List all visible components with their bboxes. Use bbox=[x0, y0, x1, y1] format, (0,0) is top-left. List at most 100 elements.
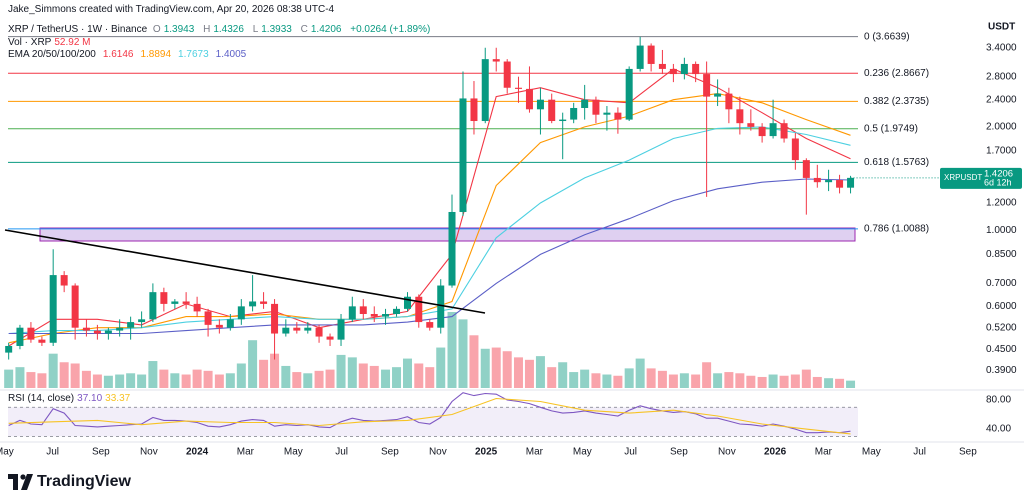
ohlc: L 1.3933 bbox=[253, 24, 295, 35]
volume-bar bbox=[126, 373, 136, 388]
candle-body bbox=[249, 301, 257, 307]
volume-bar bbox=[303, 373, 313, 388]
volume-bar bbox=[835, 378, 845, 388]
volume-bar bbox=[81, 370, 91, 388]
volume-bar bbox=[668, 374, 678, 388]
volume-bar bbox=[702, 362, 712, 388]
y-tick-label: 0.4500 bbox=[986, 344, 1017, 355]
fib-label: 0.236 (2.8667) bbox=[864, 68, 929, 79]
candle-body bbox=[293, 327, 301, 331]
volume-bar bbox=[779, 375, 789, 388]
candle-body bbox=[182, 301, 190, 304]
volume-bar bbox=[425, 367, 435, 388]
volume-bar bbox=[358, 363, 368, 388]
volume-bar bbox=[225, 373, 235, 388]
volume-bar bbox=[248, 340, 258, 388]
candle-body bbox=[614, 112, 622, 120]
volume-bar bbox=[724, 372, 734, 388]
candle-body bbox=[271, 303, 279, 334]
credit: Jake_Simmons created with TradingView.co… bbox=[8, 4, 337, 15]
back-layer bbox=[4, 36, 858, 437]
volume-bar bbox=[613, 375, 623, 388]
volume-bar bbox=[602, 374, 612, 388]
candle-body bbox=[215, 324, 223, 328]
x-tick-label: May bbox=[284, 447, 303, 458]
ohlc-value: 1.3933 bbox=[261, 24, 292, 35]
candle-body bbox=[226, 319, 234, 328]
candle-body bbox=[93, 330, 101, 334]
price-tag-ticker: XRPUSDT bbox=[944, 173, 982, 182]
x-tick-label: 2025 bbox=[475, 447, 498, 458]
y-tick-label: 3.4000 bbox=[986, 42, 1017, 53]
volume-bar bbox=[447, 312, 457, 388]
x-tick-label: May bbox=[0, 447, 14, 458]
volume-bar bbox=[369, 365, 379, 388]
volume-bar bbox=[513, 357, 523, 388]
y-tick-label: 40.00 bbox=[986, 424, 1011, 435]
volume-bar bbox=[491, 347, 501, 388]
volume-bar bbox=[325, 369, 335, 388]
price-tag-value: 1.4206 bbox=[984, 168, 1013, 179]
x-tick-label: Sep bbox=[381, 447, 399, 458]
volume-bar bbox=[414, 363, 424, 388]
volume-bar bbox=[159, 369, 169, 388]
price-tag bbox=[940, 167, 1022, 189]
x-tick-label: Sep bbox=[959, 447, 977, 458]
y-tick-label: 0.8500 bbox=[986, 249, 1017, 260]
volume-bar bbox=[547, 367, 557, 388]
ohlc-value: 1.4206 bbox=[310, 24, 342, 35]
volume-bar bbox=[624, 368, 634, 388]
candle-body bbox=[625, 68, 633, 120]
candle-body bbox=[260, 301, 268, 304]
volume-bar bbox=[259, 359, 269, 388]
x-tick-label: Jul bbox=[335, 447, 348, 458]
volume-bar bbox=[436, 347, 446, 388]
volume-bar bbox=[735, 373, 745, 388]
candle-body bbox=[703, 74, 711, 97]
volume-bar bbox=[657, 370, 667, 388]
y-tick-label: 0.7000 bbox=[986, 278, 1017, 289]
candle-body bbox=[459, 98, 467, 212]
candle-body bbox=[492, 59, 500, 62]
indicator-line bbox=[8, 126, 851, 335]
candle-body bbox=[725, 93, 733, 110]
candle-body bbox=[370, 314, 378, 317]
candle-body bbox=[747, 123, 755, 127]
candle-body bbox=[847, 177, 855, 188]
x-tick-label: Mar bbox=[526, 447, 544, 458]
candle-body bbox=[791, 138, 799, 161]
y-tick-label: 80.00 bbox=[986, 395, 1011, 406]
x-tick-label: Nov bbox=[718, 447, 736, 458]
candle-body bbox=[404, 296, 411, 309]
ohlc-label: H bbox=[203, 24, 211, 35]
price-tag-countdown: 6d 12h bbox=[984, 178, 1012, 188]
candle-body bbox=[592, 99, 600, 115]
candle-body bbox=[315, 327, 323, 337]
volume-bar bbox=[824, 378, 834, 388]
candle-body bbox=[581, 99, 589, 108]
candle-body bbox=[116, 327, 124, 331]
volume-bar bbox=[137, 374, 147, 388]
rsi-label: RSI (14, close) bbox=[8, 393, 75, 404]
candle-body bbox=[337, 319, 345, 340]
volume-bar bbox=[92, 374, 102, 388]
credit-text: Jake_Simmons created with TradingView.co… bbox=[8, 4, 335, 15]
support-zone bbox=[39, 227, 856, 242]
change: +0.0264 (+1.89%) bbox=[350, 24, 431, 35]
rsi-row: RSI (14, close) 37.10 33.37 bbox=[8, 393, 133, 404]
volume-bar bbox=[790, 374, 800, 388]
volume-bar bbox=[846, 380, 856, 388]
ema-value: 1.4005 bbox=[215, 49, 247, 60]
candle-body bbox=[27, 327, 35, 340]
volume-bar bbox=[103, 375, 113, 388]
volume-bar bbox=[115, 374, 125, 388]
candle-body bbox=[714, 93, 722, 97]
candle-body bbox=[138, 319, 146, 323]
volume-bar bbox=[458, 319, 468, 388]
volume-row: Vol · XRP 52.92 M bbox=[8, 37, 94, 48]
candle-body bbox=[415, 296, 423, 323]
ema-values: 1.6146 1.8894 1.7673 1.4005 bbox=[99, 49, 249, 60]
currency: USDT bbox=[988, 22, 1015, 33]
indicator-line bbox=[8, 392, 851, 434]
